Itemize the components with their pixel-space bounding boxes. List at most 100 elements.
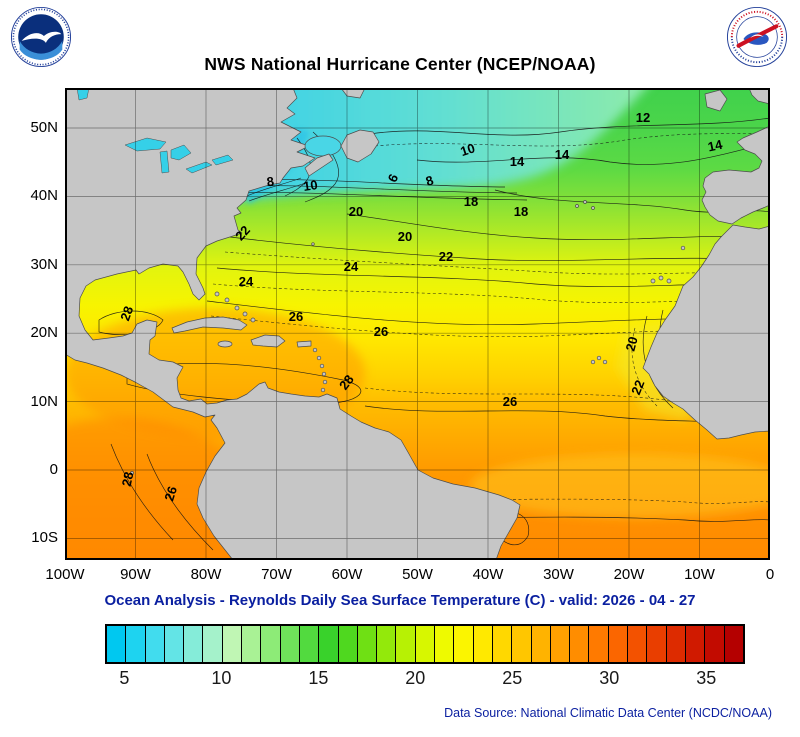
colorbar-segment — [435, 626, 455, 662]
colorbar-segment — [338, 626, 358, 662]
colorbar-segment — [492, 626, 513, 662]
madeira-island — [680, 245, 686, 251]
isotherm-label: 20 — [623, 335, 641, 353]
colorbar-segment — [222, 626, 243, 662]
colorbar-tick-label: 5 — [119, 668, 130, 688]
colorbar-segment — [724, 626, 743, 662]
colorbar-segment — [319, 626, 339, 662]
colorbar-tick-label: 30 — [599, 668, 620, 688]
nws-logo — [726, 6, 788, 68]
newfoundland — [340, 129, 380, 163]
lat-tick-label: 30N — [30, 255, 58, 273]
inland-lakes — [76, 88, 234, 174]
colorbar-segment — [145, 626, 165, 662]
lon-tick-label: 20W — [613, 566, 645, 583]
canary-islands — [650, 275, 672, 284]
colorbar-segment — [107, 626, 127, 662]
lake-erie — [185, 161, 213, 174]
colorbar-segment — [550, 626, 571, 662]
colorbar-segment — [454, 626, 474, 662]
lon-tick-label: 50W — [402, 566, 433, 583]
colorbar-tick-label: 15 — [308, 668, 329, 688]
colorbar-segment — [280, 626, 300, 662]
colorbar-segment — [299, 626, 320, 662]
isotherm-label: 10 — [302, 177, 318, 194]
colorbar-segment — [415, 626, 436, 662]
colorbar-segment — [164, 626, 185, 662]
isotherm-label: 8 — [424, 172, 436, 189]
noaa-emblem-sea — [19, 40, 63, 60]
lon-tick-label: 40W — [472, 566, 504, 583]
isotherm-label: 18 — [464, 194, 478, 209]
france-iberia-landmass — [701, 125, 770, 225]
hispaniola-island — [250, 334, 286, 348]
nova-scotia — [304, 153, 334, 177]
isotherm-label: 20 — [349, 204, 363, 219]
lon-tick-label: 100W — [45, 566, 85, 583]
james-bay — [76, 88, 90, 101]
noaa-seagull-icon — [21, 31, 62, 43]
lon-tick-label: 60W — [331, 566, 363, 583]
colorbar-segment — [261, 626, 281, 662]
colorbar-tick-labels: 5 10 15 20 25 30 35 — [105, 668, 745, 690]
graticule — [65, 88, 770, 560]
colorbar-segment — [126, 626, 146, 662]
noaa-logo — [10, 6, 72, 68]
lon-tick-label: 10W — [684, 566, 715, 583]
britain — [748, 88, 770, 105]
colorbar-segment — [531, 626, 551, 662]
colorbar-segment — [377, 626, 397, 662]
lat-tick-label: 40N — [30, 187, 58, 205]
bermuda-island — [311, 242, 315, 246]
isotherm-label: 18 — [514, 204, 528, 219]
nws-bird-icon — [750, 34, 764, 38]
isotherm-label: 14 — [555, 147, 570, 162]
lake-ontario — [211, 154, 234, 166]
isotherm-label: 12 — [636, 110, 650, 125]
bahamas-islands — [214, 291, 256, 323]
nws-logo-bottom-text — [730, 36, 784, 64]
landmasses — [65, 88, 770, 560]
lon-tick-label: 70W — [261, 566, 292, 583]
page-title: NWS National Hurricane Center (NCEP/NOAA… — [204, 54, 596, 74]
colorbar-segment — [589, 626, 609, 662]
colorbar-segment — [357, 626, 378, 662]
colorbar-tick-label: 10 — [211, 668, 232, 688]
equatorial-cool-tongue — [470, 454, 770, 518]
africa-landmass — [642, 224, 770, 440]
isotherm-label: 28 — [119, 470, 137, 487]
map-frame — [65, 88, 770, 560]
colorbar-segment — [512, 626, 532, 662]
lake-michigan — [159, 150, 170, 174]
isotherm-label: 26 — [289, 309, 303, 324]
colorbar-segment — [666, 626, 686, 662]
colorbar-segment — [396, 626, 416, 662]
colorbar — [105, 624, 745, 664]
lon-tick-label: 90W — [120, 566, 151, 583]
colorbar-segment — [203, 626, 223, 662]
noaa-logo-text-ring — [12, 8, 70, 66]
colorbar-segment — [570, 626, 590, 662]
cuba-island — [171, 316, 248, 334]
lon-tick-label: 0 — [765, 566, 775, 583]
cape-verde-islands — [590, 355, 608, 365]
colorbar-segment — [473, 626, 493, 662]
isotherm-label: 26 — [503, 394, 517, 409]
galapagos-islands — [130, 471, 134, 475]
americas-landmass — [65, 88, 521, 560]
isotherm-label: 10 — [458, 140, 476, 159]
puerto-rico-island — [296, 340, 312, 348]
colorbar-tick-label: 25 — [502, 668, 523, 688]
colorbar-segment — [242, 626, 262, 662]
azores-islands — [575, 200, 595, 210]
lat-tick-label: 20N — [30, 324, 58, 342]
lat-tick-label: 50N — [30, 119, 58, 136]
colorbar-segment — [184, 626, 204, 662]
lesser-antilles-islands — [312, 347, 328, 393]
isotherm-label: 14 — [510, 154, 525, 169]
ireland — [704, 89, 728, 112]
isotherm-label: 14 — [706, 137, 724, 155]
isotherm-label: 28 — [117, 304, 136, 323]
